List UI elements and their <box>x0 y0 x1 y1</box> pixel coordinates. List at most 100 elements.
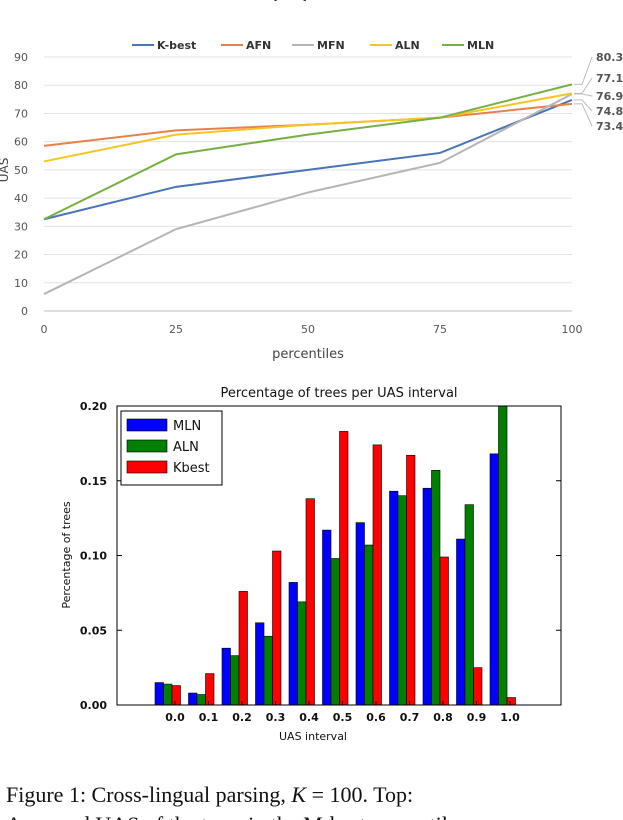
x-tick-label: 0.4 <box>299 711 319 724</box>
y-tick-label: 20 <box>14 249 28 262</box>
bar-mln <box>154 682 164 705</box>
x-tick-label: 0 <box>41 323 48 336</box>
bar-mln <box>456 538 466 705</box>
legend-label: ALN <box>173 440 199 455</box>
end-label-leader <box>574 103 593 127</box>
bar-kbest <box>205 673 215 705</box>
legend-label: Kbest <box>173 461 210 476</box>
bar-aln <box>196 694 206 705</box>
figure-caption: Figure 1: Cross-lingual parsing, K = 100… <box>6 780 618 820</box>
x-axis-label: UAS interval <box>279 730 347 743</box>
legend-swatch <box>126 418 168 432</box>
bar-kbest <box>339 431 349 705</box>
x-tick-label: 0.7 <box>400 711 420 724</box>
bar-mln <box>322 529 332 705</box>
y-tick-label: 70 <box>14 107 28 120</box>
bar-aln <box>330 558 340 705</box>
legend-label: K-best <box>157 39 196 52</box>
bar-kbest <box>238 591 248 705</box>
legend-item: AFN <box>221 39 271 52</box>
bar-kbest <box>171 685 181 705</box>
bar-aln <box>397 495 407 705</box>
series-line-k-best <box>43 98 573 221</box>
y-tick-label: 10 <box>14 277 28 290</box>
y-tick-label: 0.05 <box>80 624 107 637</box>
end-label-leader <box>574 77 593 94</box>
end-value-label: 77.1 <box>596 72 623 85</box>
bar-mln <box>288 582 298 705</box>
bar-aln <box>498 406 508 705</box>
x-tick-label: 25 <box>169 323 183 336</box>
x-tick-label: 0.1 <box>199 711 219 724</box>
legend-swatch <box>126 439 168 453</box>
bar-aln <box>263 635 273 705</box>
bars-group <box>154 406 516 705</box>
series-line-mln <box>43 83 573 221</box>
bar-kbest <box>272 550 282 705</box>
end-value-label: 73.4 <box>596 120 623 133</box>
bar-aln <box>364 544 374 705</box>
y-axis-label: UAS <box>0 158 11 183</box>
trees-per-uas-interval-chart: Percentage of trees per UAS interval0.00… <box>60 386 562 743</box>
x-tick-label: 75 <box>433 323 447 336</box>
y-tick-label: 0.10 <box>80 550 107 563</box>
bar-kbest <box>473 667 483 705</box>
legend-label: MFN <box>317 39 345 52</box>
y-tick-label: 50 <box>14 164 28 177</box>
x-tick-label: 0.2 <box>232 711 252 724</box>
top-chart-title: UAS per percentile <box>239 0 377 2</box>
end-label-leader <box>574 93 593 97</box>
y-tick-label: 30 <box>14 220 28 233</box>
legend-label: ALN <box>395 39 420 52</box>
end-label-leader <box>574 56 593 85</box>
y-tick-label: 0.20 <box>80 400 107 413</box>
end-label-leader <box>574 99 593 112</box>
bar-mln <box>422 487 432 705</box>
y-tick-label: 0.15 <box>80 475 107 488</box>
caption-equation: = 100. Top: <box>311 782 414 807</box>
x-tick-label: 0.0 <box>165 711 185 724</box>
series-line-aln <box>43 92 573 163</box>
bar-kbest <box>305 498 315 705</box>
legend-label: AFN <box>246 39 271 52</box>
x-tick-label: 0.6 <box>366 711 386 724</box>
caption-second-line: Averaged UAS of the trees in the M-best … <box>6 812 466 820</box>
legend-item: MLN <box>442 39 494 52</box>
bar-mln <box>355 522 365 705</box>
x-tick-label: 0.5 <box>333 711 353 724</box>
bar-mln <box>188 692 198 705</box>
legend-item: K-best <box>132 39 196 52</box>
x-tick-label: 100 <box>562 323 583 336</box>
end-value-label: 74.8 <box>596 105 623 118</box>
bar-kbest <box>439 556 449 705</box>
bar-mln <box>255 622 265 705</box>
bar-kbest <box>372 444 382 705</box>
bar-aln <box>230 655 240 705</box>
y-tick-label: 0.00 <box>80 699 107 712</box>
legend-label: MLN <box>467 39 494 52</box>
legend-swatch <box>126 460 168 474</box>
x-tick-label: 0.9 <box>467 711 487 724</box>
x-tick-label: 1.0 <box>500 711 520 724</box>
bar-kbest <box>506 697 516 705</box>
y-tick-label: 80 <box>14 79 28 92</box>
x-tick-label: 0.8 <box>433 711 453 724</box>
bar-aln <box>464 504 474 705</box>
caption-k-variable: K <box>291 782 307 807</box>
end-value-label: 76.9 <box>596 90 623 103</box>
bar-kbest <box>406 455 416 705</box>
legend-item: ALN <box>370 39 420 52</box>
x-tick-label: 50 <box>301 323 315 336</box>
y-tick-label: 90 <box>14 51 28 64</box>
uas-per-percentile-chart: UAS per percentile 0 10 20 30 40 50 60 70 80 90 0 25… <box>0 0 623 362</box>
legend: MLN ALN Kbest <box>120 410 223 486</box>
bar-mln <box>221 647 231 705</box>
series-line-mfn <box>43 93 573 295</box>
caption-lead: Figure 1: Cross-lingual parsing, <box>6 782 286 807</box>
end-value-label: 80.3 <box>596 51 623 64</box>
bar-aln <box>163 683 173 705</box>
bar-aln <box>431 469 441 705</box>
y-tick-label: 60 <box>14 136 28 149</box>
bar-aln <box>297 601 307 705</box>
x-tick-label: 0.3 <box>266 711 286 724</box>
